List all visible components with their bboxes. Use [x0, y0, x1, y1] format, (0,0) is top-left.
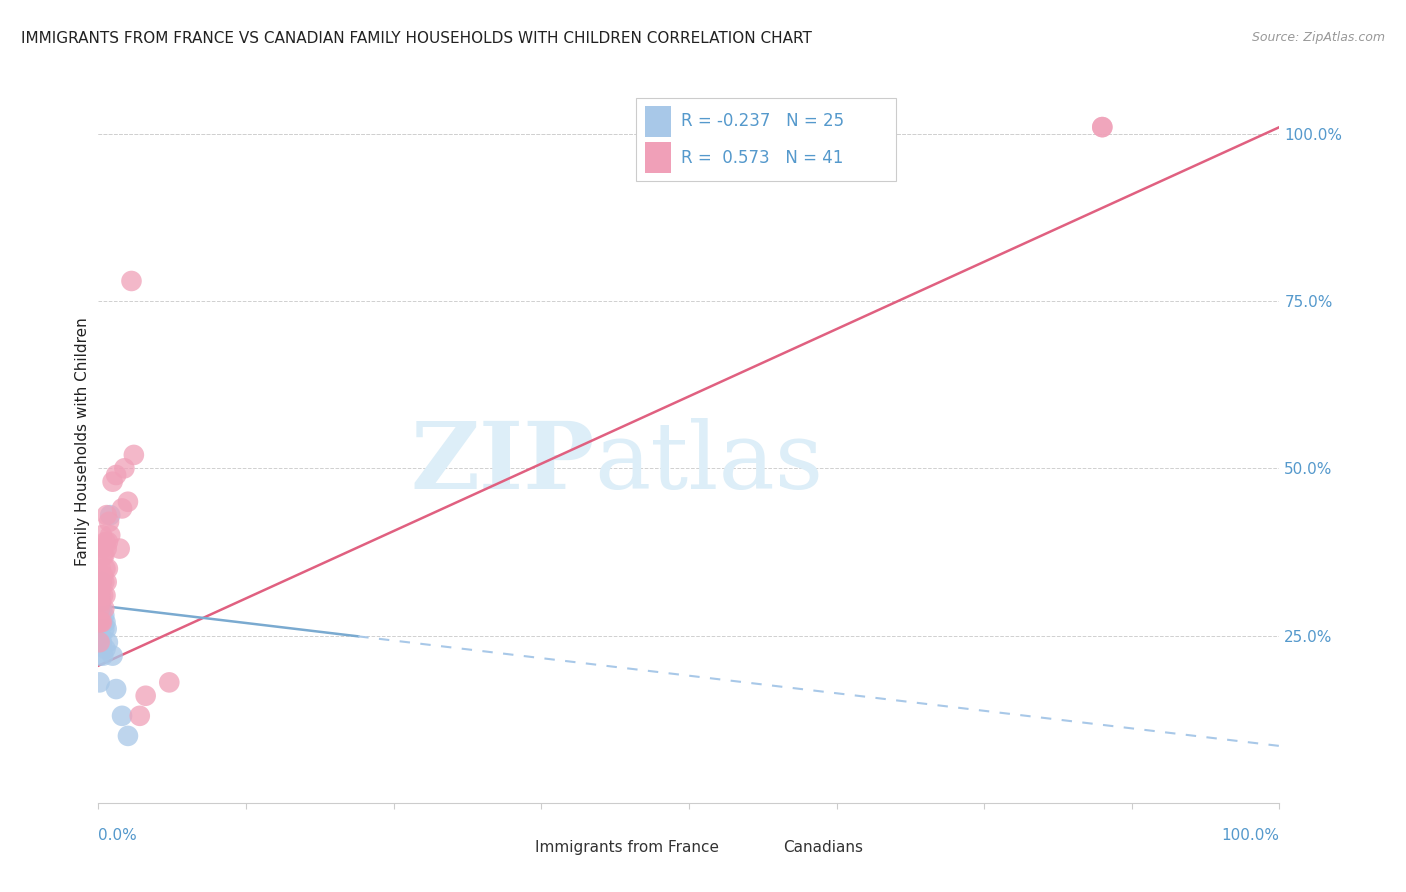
Text: 0.0%: 0.0%	[98, 828, 138, 843]
Text: Canadians: Canadians	[783, 840, 863, 855]
Point	[91, 615, 114, 630]
Point	[91, 541, 114, 556]
Point	[94, 589, 117, 603]
Point	[128, 708, 150, 723]
Point	[94, 534, 117, 549]
Point	[108, 541, 131, 556]
Text: 100.0%: 100.0%	[1222, 828, 1279, 843]
Point	[105, 681, 128, 696]
Text: Source: ZipAtlas.com: Source: ZipAtlas.com	[1251, 31, 1385, 45]
Point	[1091, 120, 1114, 135]
Point	[89, 615, 111, 630]
FancyBboxPatch shape	[636, 98, 896, 181]
Text: R =  0.573   N = 41: R = 0.573 N = 41	[681, 149, 844, 167]
Point	[111, 708, 134, 723]
Point	[91, 548, 114, 563]
Point	[90, 615, 112, 630]
Point	[91, 575, 114, 590]
Point	[93, 608, 115, 623]
Point	[91, 568, 114, 582]
Point	[122, 448, 145, 462]
Text: R = -0.237   N = 25: R = -0.237 N = 25	[681, 112, 844, 130]
Point	[1091, 120, 1114, 135]
Point	[93, 602, 115, 616]
Point	[91, 575, 114, 590]
Point	[91, 602, 114, 616]
Point	[89, 615, 111, 630]
Point	[91, 589, 114, 603]
Point	[96, 575, 118, 590]
Point	[89, 648, 111, 663]
Point	[98, 528, 121, 542]
Point	[94, 562, 117, 576]
Point	[89, 675, 111, 690]
Point	[97, 635, 120, 649]
Point	[93, 548, 115, 563]
Point	[90, 628, 112, 642]
Point	[121, 274, 143, 288]
Point	[98, 508, 121, 523]
Point	[93, 575, 115, 590]
Point	[101, 475, 124, 489]
Point	[89, 602, 111, 616]
Point	[135, 689, 157, 703]
Point	[90, 595, 112, 609]
Point	[117, 494, 139, 508]
Point	[96, 508, 118, 523]
Text: ZIP: ZIP	[411, 418, 595, 508]
Point	[111, 501, 134, 516]
Point	[101, 648, 124, 663]
Point	[96, 622, 118, 636]
Point	[90, 608, 112, 623]
Point	[91, 635, 114, 649]
FancyBboxPatch shape	[645, 106, 671, 136]
Point	[90, 589, 112, 603]
Point	[117, 729, 139, 743]
Point	[105, 467, 128, 482]
Point	[93, 622, 115, 636]
Point	[90, 595, 112, 609]
FancyBboxPatch shape	[754, 837, 775, 858]
Point	[89, 595, 111, 609]
Point	[91, 528, 114, 542]
Point	[94, 615, 117, 630]
Point	[90, 582, 112, 596]
Point	[89, 589, 111, 603]
Point	[97, 534, 120, 549]
Point	[157, 675, 180, 690]
Point	[89, 608, 111, 623]
Text: atlas: atlas	[595, 418, 824, 508]
Point	[91, 615, 114, 630]
Point	[97, 562, 120, 576]
Point	[112, 461, 135, 475]
Point	[98, 515, 121, 529]
Point	[90, 562, 112, 576]
Text: Immigrants from France: Immigrants from France	[536, 840, 720, 855]
FancyBboxPatch shape	[506, 837, 527, 858]
Y-axis label: Family Households with Children: Family Households with Children	[75, 318, 90, 566]
Point	[94, 642, 117, 657]
FancyBboxPatch shape	[645, 143, 671, 173]
Point	[96, 541, 118, 556]
Text: IMMIGRANTS FROM FRANCE VS CANADIAN FAMILY HOUSEHOLDS WITH CHILDREN CORRELATION C: IMMIGRANTS FROM FRANCE VS CANADIAN FAMIL…	[21, 31, 813, 46]
Point	[91, 648, 114, 663]
Point	[89, 635, 111, 649]
